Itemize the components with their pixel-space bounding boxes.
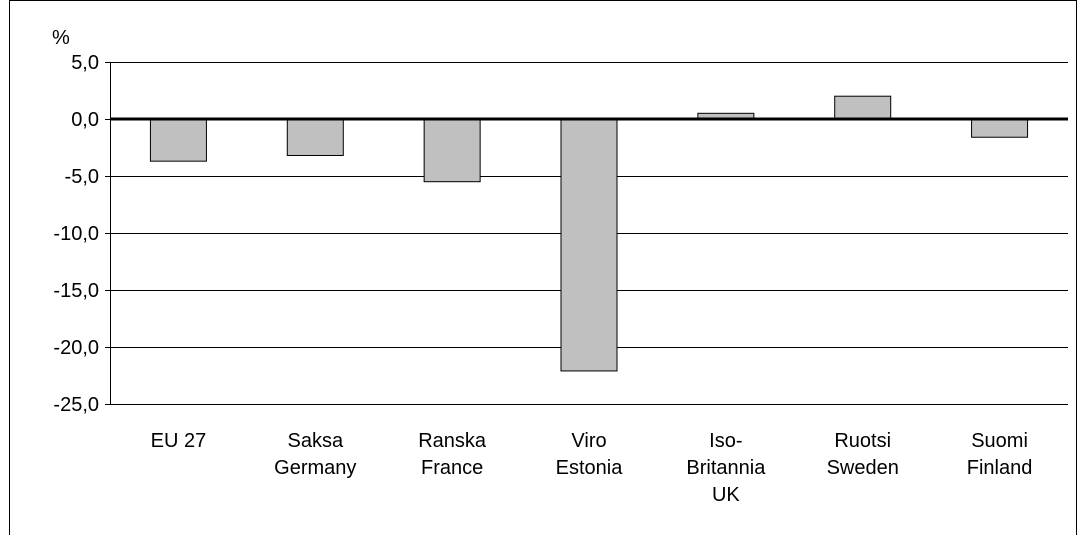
x-category-label-line: Viro — [571, 430, 606, 452]
x-category-label-line: Estonia — [556, 457, 624, 479]
x-category-label-line: EU 27 — [151, 430, 207, 452]
x-category-label-line: Iso- — [709, 430, 742, 452]
y-tick-label: 0,0 — [71, 109, 99, 131]
x-category-label: Suomi Finland — [967, 430, 1033, 479]
x-category-label-line: Suomi — [971, 430, 1028, 452]
x-category-label-line: Ruotsi — [834, 430, 891, 452]
x-category-label: EU 27 — [151, 430, 207, 452]
x-category-label-line: Sweden — [827, 457, 899, 479]
y-axis-unit-label: % — [52, 27, 70, 49]
x-category-label: Iso- Britannia UK — [686, 430, 766, 506]
chart-frame — [9, 0, 1077, 535]
y-tick-label: -20,0 — [53, 337, 99, 359]
x-category-label: Ranska France — [418, 430, 487, 479]
x-category-label-line: Britannia — [686, 457, 766, 479]
x-category-label-line: UK — [712, 484, 740, 506]
y-tick-label: 5,0 — [71, 52, 99, 74]
bar — [423, 118, 481, 183]
x-category-label-line: Ranska — [418, 430, 487, 452]
x-category-label-line: Saksa — [287, 430, 343, 452]
y-tick-label: -15,0 — [53, 280, 99, 302]
y-tick-label: -25,0 — [53, 394, 99, 416]
bar — [560, 118, 618, 372]
bar — [286, 118, 344, 156]
bar — [834, 95, 892, 120]
bar — [971, 118, 1029, 138]
bar — [149, 118, 207, 162]
x-category-label: Ruotsi Sweden — [827, 430, 899, 479]
y-tick-label: -10,0 — [53, 223, 99, 245]
x-category-label-line: France — [421, 457, 483, 479]
x-category-label: Saksa Germany — [274, 430, 356, 479]
y-tick-label: -5,0 — [65, 166, 99, 188]
x-category-label-line: Finland — [967, 457, 1033, 479]
x-category-label: Viro Estonia — [556, 430, 624, 479]
x-category-label-line: Germany — [274, 457, 356, 479]
